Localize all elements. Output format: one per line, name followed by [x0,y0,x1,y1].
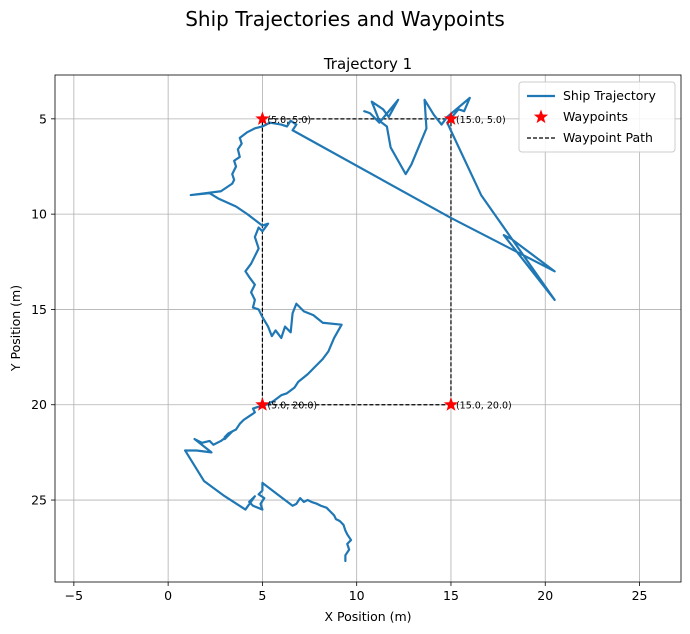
x-tick-label: 10 [349,588,365,603]
x-tick-label: 0 [164,588,172,603]
y-axis-ticks: 5 10 15 20 25 [31,111,55,508]
legend: Ship Trajectory Waypoints Waypoint Path [518,81,676,153]
x-tick-label: 15 [443,588,459,603]
waypoint-label: (15.0, 5.0) [456,115,506,126]
figure-suptitle: Ship Trajectories and Waypoints [185,7,505,31]
x-tick-label: 20 [537,588,553,603]
x-axis-ticks: −5 0 5 10 15 20 25 [65,582,648,603]
y-tick-label: 5 [39,111,47,126]
x-tick-label: −5 [65,588,83,603]
trajectory-layer [184,96,556,563]
legend-waypoint-label: Waypoints [563,109,628,124]
legend-box [518,81,676,153]
waypoint-marker [255,111,270,125]
y-tick-label: 10 [31,207,47,222]
waypoint-label: (5.0, 20.0) [267,401,317,412]
waypoints-layer: (5.0, 5.0) (15.0, 5.0) (15.0, 20.0) (5.0, 2… [255,111,512,412]
waypoint-label: (15.0, 20.0) [456,401,512,412]
y-tick-label: 25 [31,493,47,508]
waypoint-marker [443,397,459,411]
y-tick-label: 15 [31,302,47,317]
ship-trajectory-line [184,96,556,563]
plot-frame [54,74,682,583]
legend-trajectory-label: Ship Trajectory [563,88,657,103]
waypoint-label: (5.0, 5.0) [267,115,311,126]
waypoint-marker [443,111,459,125]
x-axis-label: X Position (m) [324,609,411,624]
y-tick-label: 20 [31,397,47,412]
y-axis-label: Y Position (m) [8,285,23,372]
legend-path-label: Waypoint Path [563,130,653,145]
axes-title: Trajectory 1 [323,55,412,73]
waypoint-marker [255,397,270,411]
x-tick-label: 5 [258,588,266,603]
legend-waypoint-swatch [533,109,549,124]
x-tick-label: 25 [632,588,648,603]
